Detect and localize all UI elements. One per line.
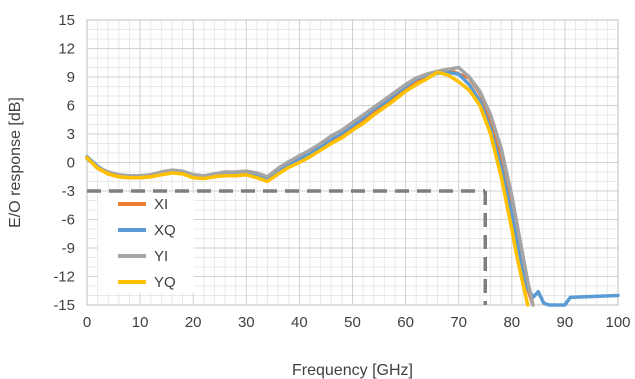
y-tick-label: 12 — [58, 41, 75, 58]
minus-3db-reference — [87, 189, 487, 305]
y-tick-label: 3 — [67, 126, 75, 143]
y-axis-title: E/O response [dB] — [7, 97, 24, 228]
y-tick-label: -15 — [53, 297, 75, 314]
y-tick-label: 9 — [67, 69, 75, 86]
x-tick-label: 50 — [344, 314, 361, 331]
x-tick-label: 70 — [450, 314, 467, 331]
legend-background — [98, 193, 194, 293]
y-tick-label: 15 — [58, 12, 75, 29]
legend-label-xi: XI — [154, 196, 168, 213]
legend-label-yi: YI — [154, 248, 168, 265]
x-tick-label: 60 — [397, 314, 414, 331]
x-axis-title: Frequency [GHz] — [292, 362, 413, 379]
series-lines — [85, 65, 620, 307]
x-tick-label: 20 — [185, 314, 202, 331]
y-tick-label: -3 — [62, 183, 75, 200]
x-tick-labels: 0 10 20 30 40 50 60 70 80 90 100 — [83, 314, 631, 331]
legend-label-yq: YQ — [154, 274, 176, 291]
y-tick-labels: 15 12 9 6 3 0 -3 -6 -9 -12 -15 — [53, 12, 75, 314]
x-tick-label: 90 — [557, 314, 574, 331]
y-tick-label: 0 — [67, 155, 75, 172]
x-tick-label: 0 — [83, 314, 91, 331]
y-tick-label: -9 — [62, 240, 75, 257]
chart-legend: XI XQ YI YQ — [98, 193, 194, 293]
series-line-yi — [85, 65, 535, 307]
legend-label-xq: XQ — [154, 222, 176, 239]
y-tick-label: -12 — [53, 269, 75, 286]
x-tick-label: 30 — [238, 314, 255, 331]
y-tick-label: -6 — [62, 212, 75, 229]
x-tick-label: 100 — [605, 314, 630, 331]
y-tick-label: 6 — [67, 98, 75, 115]
x-tick-label: 10 — [132, 314, 149, 331]
plot-area-frame — [86, 19, 619, 306]
x-tick-label: 80 — [503, 314, 520, 331]
x-tick-label: 40 — [291, 314, 308, 331]
series-line-yq — [85, 70, 530, 307]
